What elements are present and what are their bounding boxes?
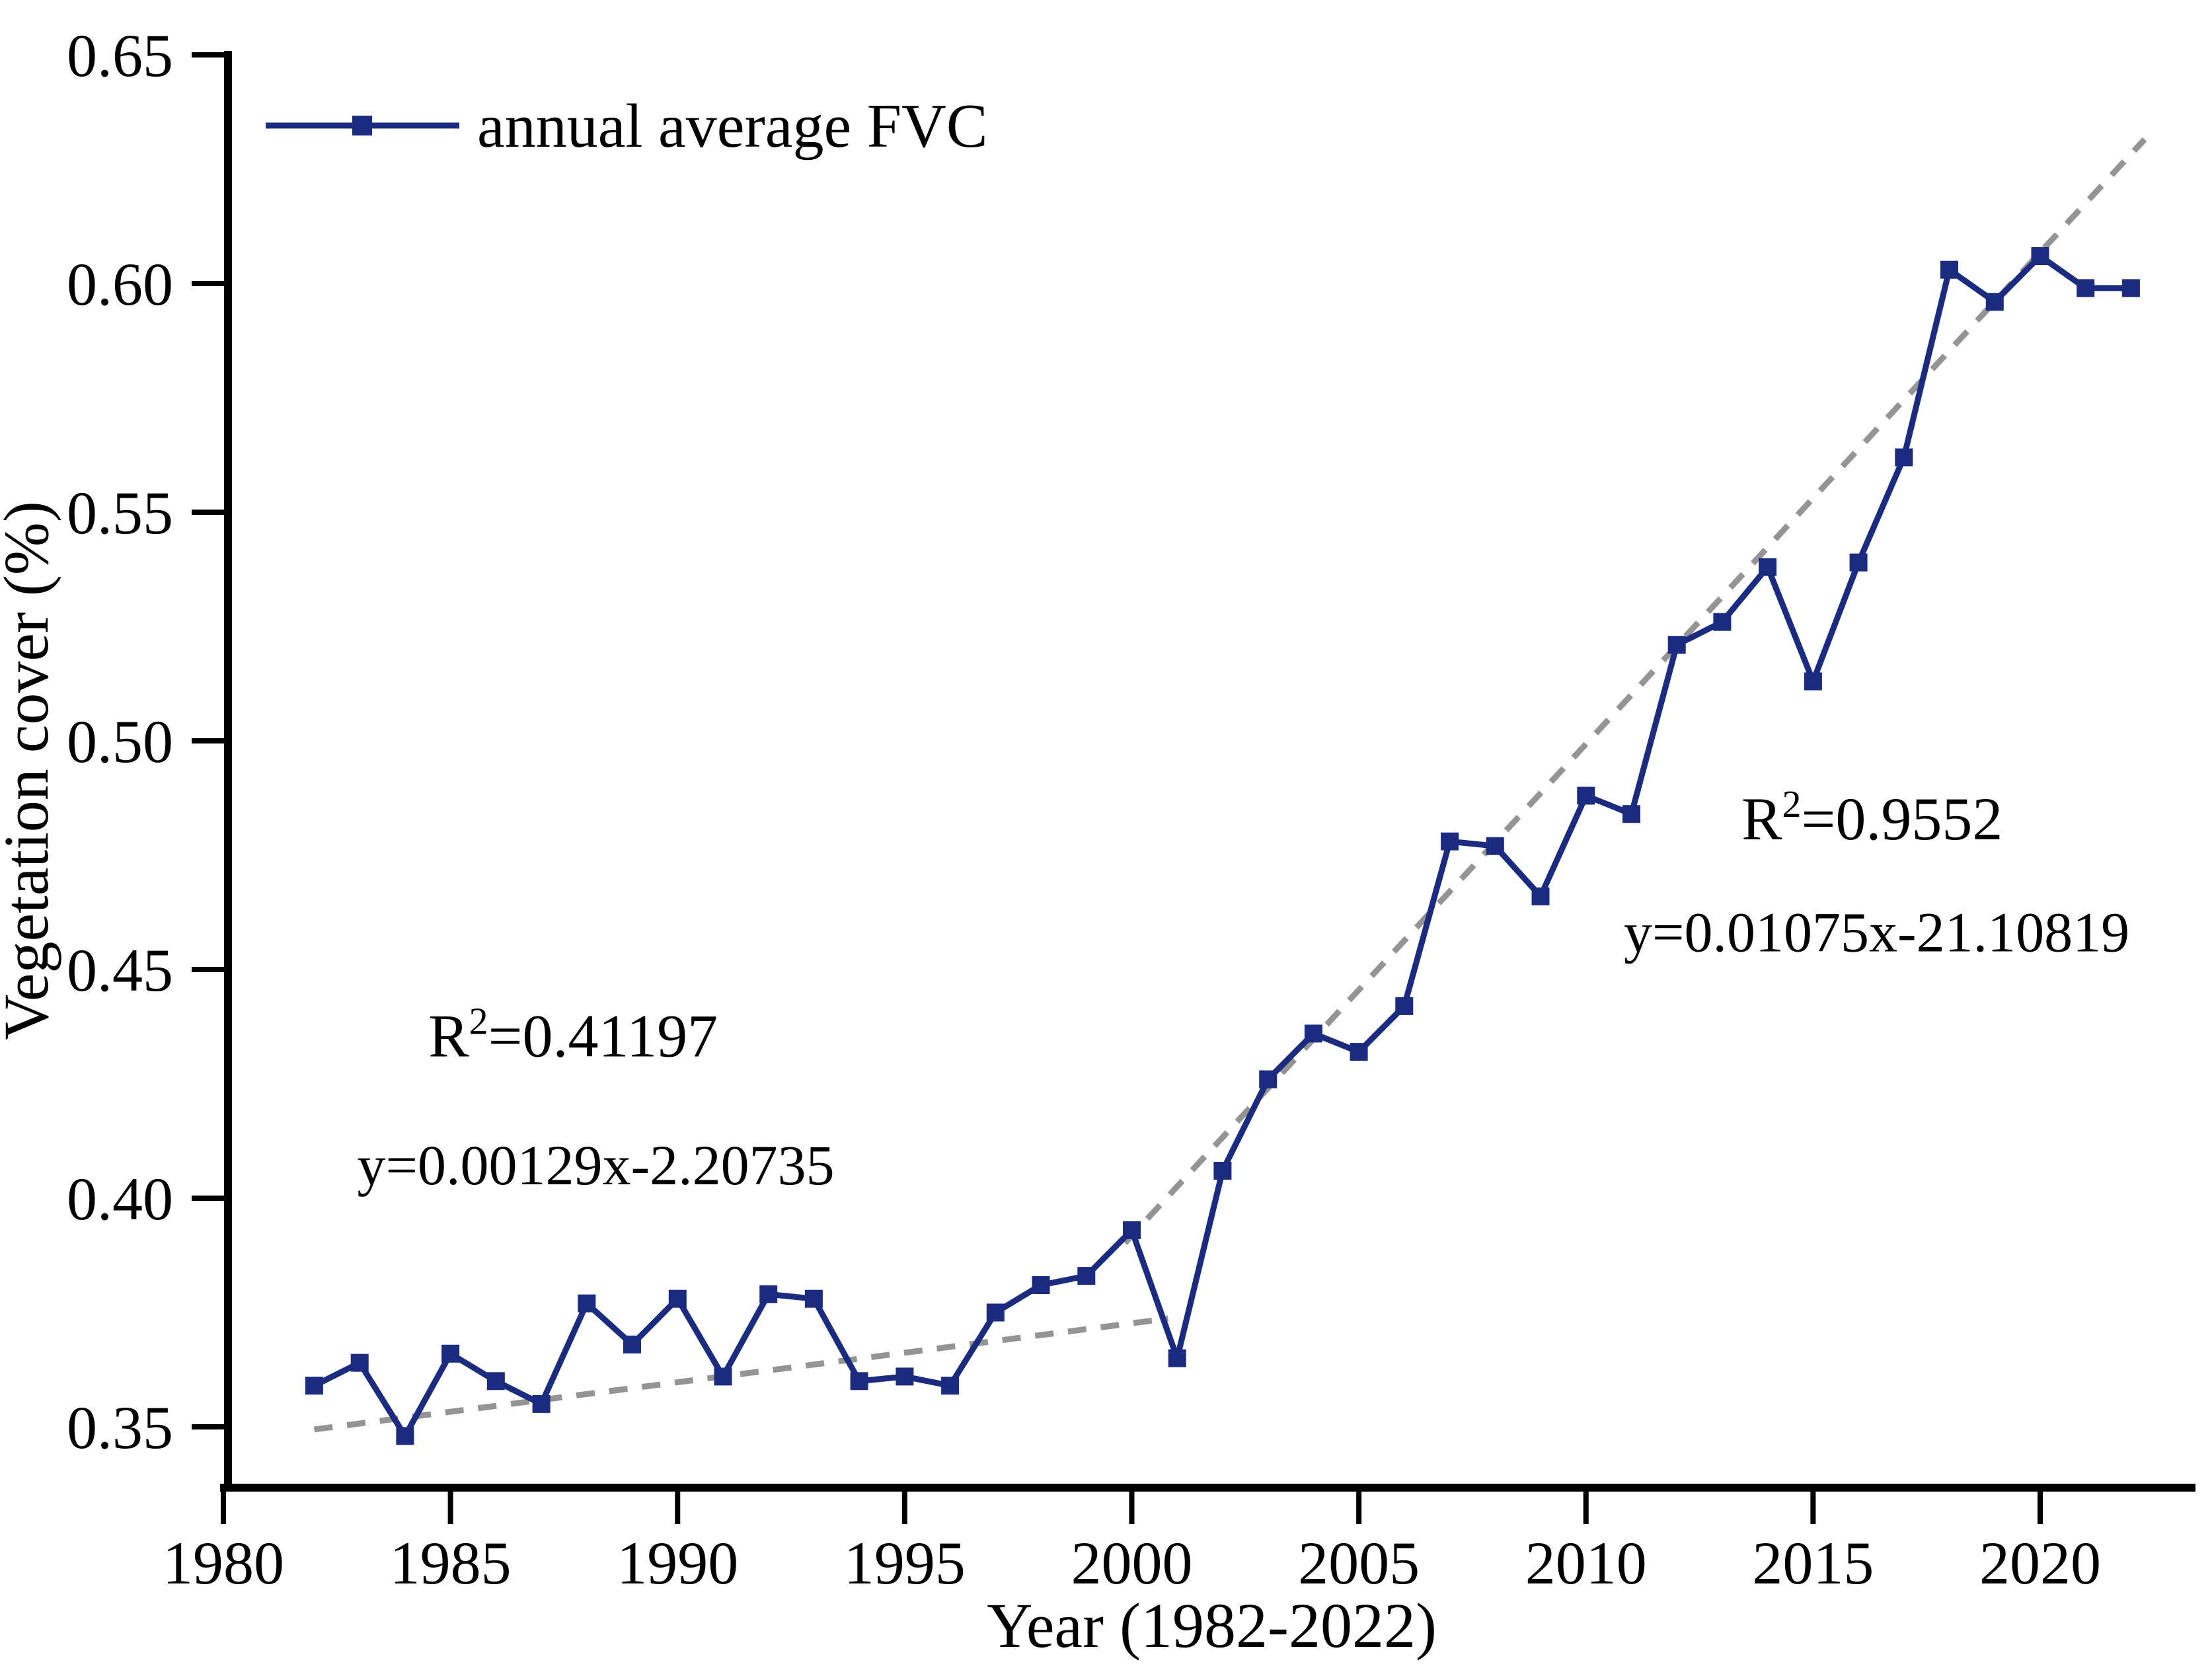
- x-axis-title: Year (1982-2022): [987, 1590, 1437, 1661]
- y-tick-label: 0.55: [67, 479, 173, 547]
- data-point-2016: [1849, 553, 1868, 572]
- data-point-1993: [804, 1289, 823, 1308]
- axes: [220, 51, 2195, 1492]
- data-point-1998: [1032, 1276, 1050, 1294]
- x-tick-label: 2015: [1752, 1529, 1874, 1597]
- y-axis-title: Vegetation cover (%): [0, 501, 61, 1040]
- data-point-1983: [350, 1353, 369, 1372]
- data-point-1994: [850, 1372, 868, 1390]
- y-tick-label: 0.45: [67, 936, 173, 1004]
- x-tick-label: 2005: [1298, 1529, 1420, 1597]
- y-tick-label: 0.50: [67, 708, 173, 775]
- legend: annual average FVC: [266, 92, 988, 161]
- data-point-2020: [2031, 247, 2049, 265]
- data-point-1991: [714, 1367, 732, 1386]
- data-point-2018: [1940, 260, 1958, 279]
- trend-line-early: [313, 1315, 1169, 1433]
- annotation-eq-left: y=0.00129x-2.20735: [357, 1133, 834, 1197]
- data-point-1989: [623, 1335, 641, 1353]
- data-point-2008: [1486, 837, 1504, 855]
- data-point-2012: [1667, 636, 1686, 654]
- data-point-2017: [1895, 448, 1913, 467]
- data-point-2014: [1759, 558, 1777, 576]
- data-point-2000: [1123, 1221, 1141, 1239]
- data-point-1995: [896, 1367, 914, 1386]
- data-point-2002: [1213, 1162, 1232, 1180]
- legend-marker-square: [352, 116, 372, 135]
- annotation-eq-right: y=0.01075x-21.10819: [1624, 900, 2129, 964]
- data-point-1999: [1077, 1267, 1096, 1285]
- data-point-2001: [1168, 1349, 1186, 1367]
- data-point-1988: [578, 1294, 596, 1313]
- data-point-2022: [2121, 279, 2140, 297]
- data-point-2004: [1304, 1024, 1322, 1043]
- y-tick-label: 0.60: [67, 250, 173, 318]
- data-point-1985: [441, 1344, 460, 1363]
- data-point-1990: [668, 1289, 687, 1308]
- data-point-1986: [486, 1372, 505, 1390]
- x-tick-label: 2020: [1979, 1529, 2101, 1597]
- data-point-2010: [1577, 786, 1595, 805]
- data-point-2007: [1441, 832, 1459, 851]
- data-point-1987: [532, 1394, 551, 1413]
- data-point-1992: [759, 1285, 778, 1303]
- data-point-2006: [1395, 997, 1414, 1015]
- x-tick-label: 1980: [163, 1529, 284, 1597]
- data-point-2009: [1531, 887, 1550, 905]
- data-point-1997: [986, 1303, 1005, 1322]
- data-point-2019: [1985, 293, 2004, 311]
- data-point-2013: [1713, 613, 1732, 631]
- y-tick-label: 0.35: [67, 1394, 173, 1461]
- y-tick-label: 0.40: [67, 1165, 173, 1233]
- data-point-1984: [396, 1427, 414, 1445]
- data-markers: [305, 247, 2140, 1445]
- tick-marks: [192, 52, 2043, 1524]
- x-tick-label: 1990: [617, 1529, 738, 1597]
- data-point-2015: [1804, 672, 1822, 691]
- x-tick-label: 2010: [1525, 1529, 1647, 1597]
- data-point-2003: [1259, 1070, 1278, 1088]
- y-tick-label: 0.65: [67, 22, 173, 89]
- data-point-2021: [2077, 279, 2095, 297]
- data-point-1982: [305, 1377, 323, 1395]
- x-tick-label: 1995: [844, 1529, 966, 1597]
- legend-label: annual average FVC: [477, 92, 988, 161]
- data-point-2005: [1350, 1043, 1368, 1061]
- x-tick-label: 2000: [1071, 1529, 1193, 1597]
- tick-labels: 0.35 0.40 0.45 0.50 0.55 0.60 0.65 1980 1985 1990…: [67, 22, 2101, 1597]
- x-tick-label: 1985: [390, 1529, 512, 1597]
- data-point-1996: [941, 1377, 960, 1395]
- annotation-r2-left: R2=0.41197: [428, 999, 718, 1069]
- data-point-2011: [1622, 805, 1640, 823]
- annotation-r2-right: R2=0.9552: [1741, 782, 2002, 853]
